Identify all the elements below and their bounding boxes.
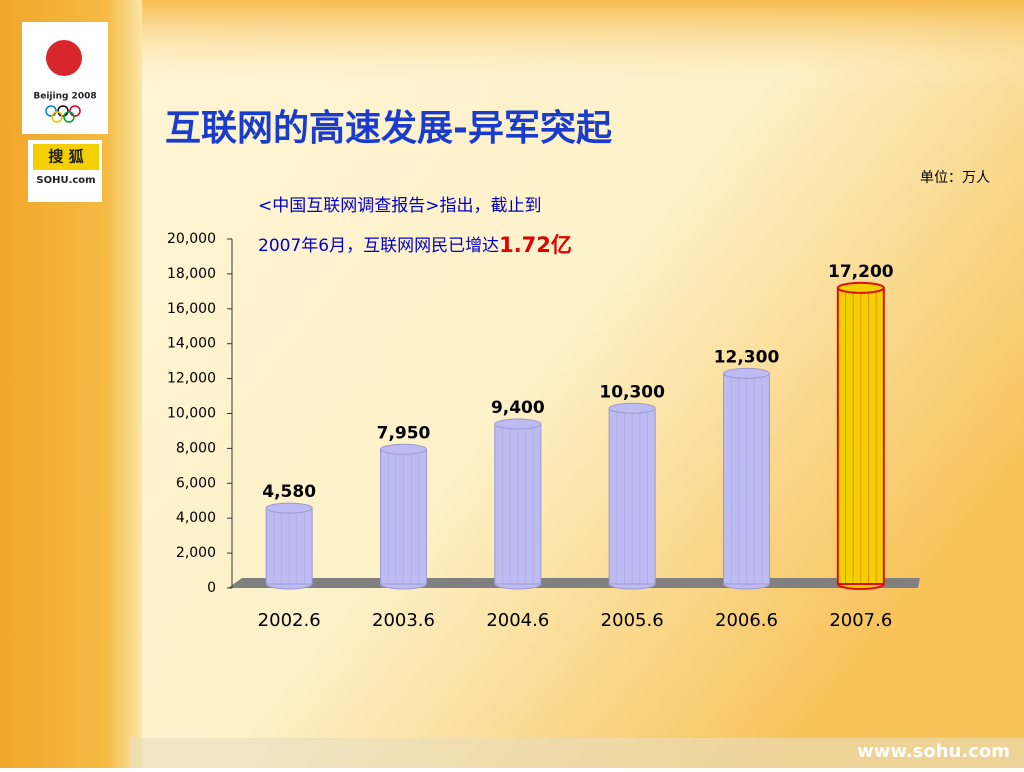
olympic-rings [45, 105, 81, 123]
floor [228, 578, 920, 588]
cylinder-top [723, 367, 770, 379]
top-glow [130, 0, 1024, 90]
bar [494, 423, 542, 585]
bar [265, 507, 313, 585]
y-tick-label: 4,000 [176, 510, 216, 526]
y-tick-label: 10,000 [167, 406, 216, 422]
x-tick-label: 2003.6 [372, 610, 435, 631]
chart-title: 互联网的高速发展-异军突起 [165, 108, 613, 149]
value-label: 7,950 [377, 423, 431, 443]
bar [608, 407, 656, 585]
value-label: 12,300 [714, 347, 780, 367]
sponsor-name: 搜 狐 [48, 148, 83, 166]
bar [723, 372, 770, 585]
y-tick-label: 0 [207, 580, 216, 596]
x-tick-label: 2006.6 [715, 610, 778, 631]
y-tick-label: 16,000 [167, 301, 216, 317]
value-label: 17,200 [828, 262, 894, 282]
cylinder-top [265, 502, 313, 514]
logo-box [22, 22, 108, 134]
annotation-text: 2007年6月，互联网网民已增达 [258, 236, 499, 256]
annotation: <中国互联网调查报告>指出，截止到 [258, 196, 542, 216]
value-label: 4,580 [262, 482, 316, 502]
y-tick-label: 6,000 [176, 475, 216, 491]
y-tick-label: 8,000 [176, 440, 216, 456]
bottom-strip [130, 738, 1024, 768]
y-tick-label: 18,000 [167, 266, 216, 282]
y-tick-label: 20,000 [167, 231, 216, 247]
footer: www.sohu.com [857, 741, 1010, 762]
y-tick-label: 14,000 [167, 336, 216, 352]
x-tick-label: 2004.6 [486, 610, 549, 631]
y-tick-label: 12,000 [167, 371, 216, 387]
x-tick-label: 2007.6 [829, 610, 892, 631]
annotation: 2007年6月，互联网网民已增达1.72亿 [258, 233, 572, 257]
value-label: 9,400 [491, 398, 545, 418]
x-tick-label: 2005.6 [601, 610, 664, 631]
value-label: 10,300 [599, 382, 665, 402]
bar [380, 448, 427, 585]
annotation-highlight: 1.72亿 [499, 233, 572, 257]
x-tick-label: 2002.6 [258, 610, 321, 631]
cylinder-top [836, 281, 885, 294]
cylinder-top [494, 418, 542, 430]
sponsor-band [33, 144, 99, 170]
sponsor-url: SOHU.com [36, 175, 95, 186]
unit-label: 单位：万人 [920, 170, 990, 186]
y-tick-label: 2,000 [176, 545, 216, 561]
cylinder-top [608, 402, 656, 414]
logo-emblem [46, 40, 82, 76]
cylinder-top [380, 443, 427, 455]
logo-title: Beijing 2008 [33, 92, 96, 102]
